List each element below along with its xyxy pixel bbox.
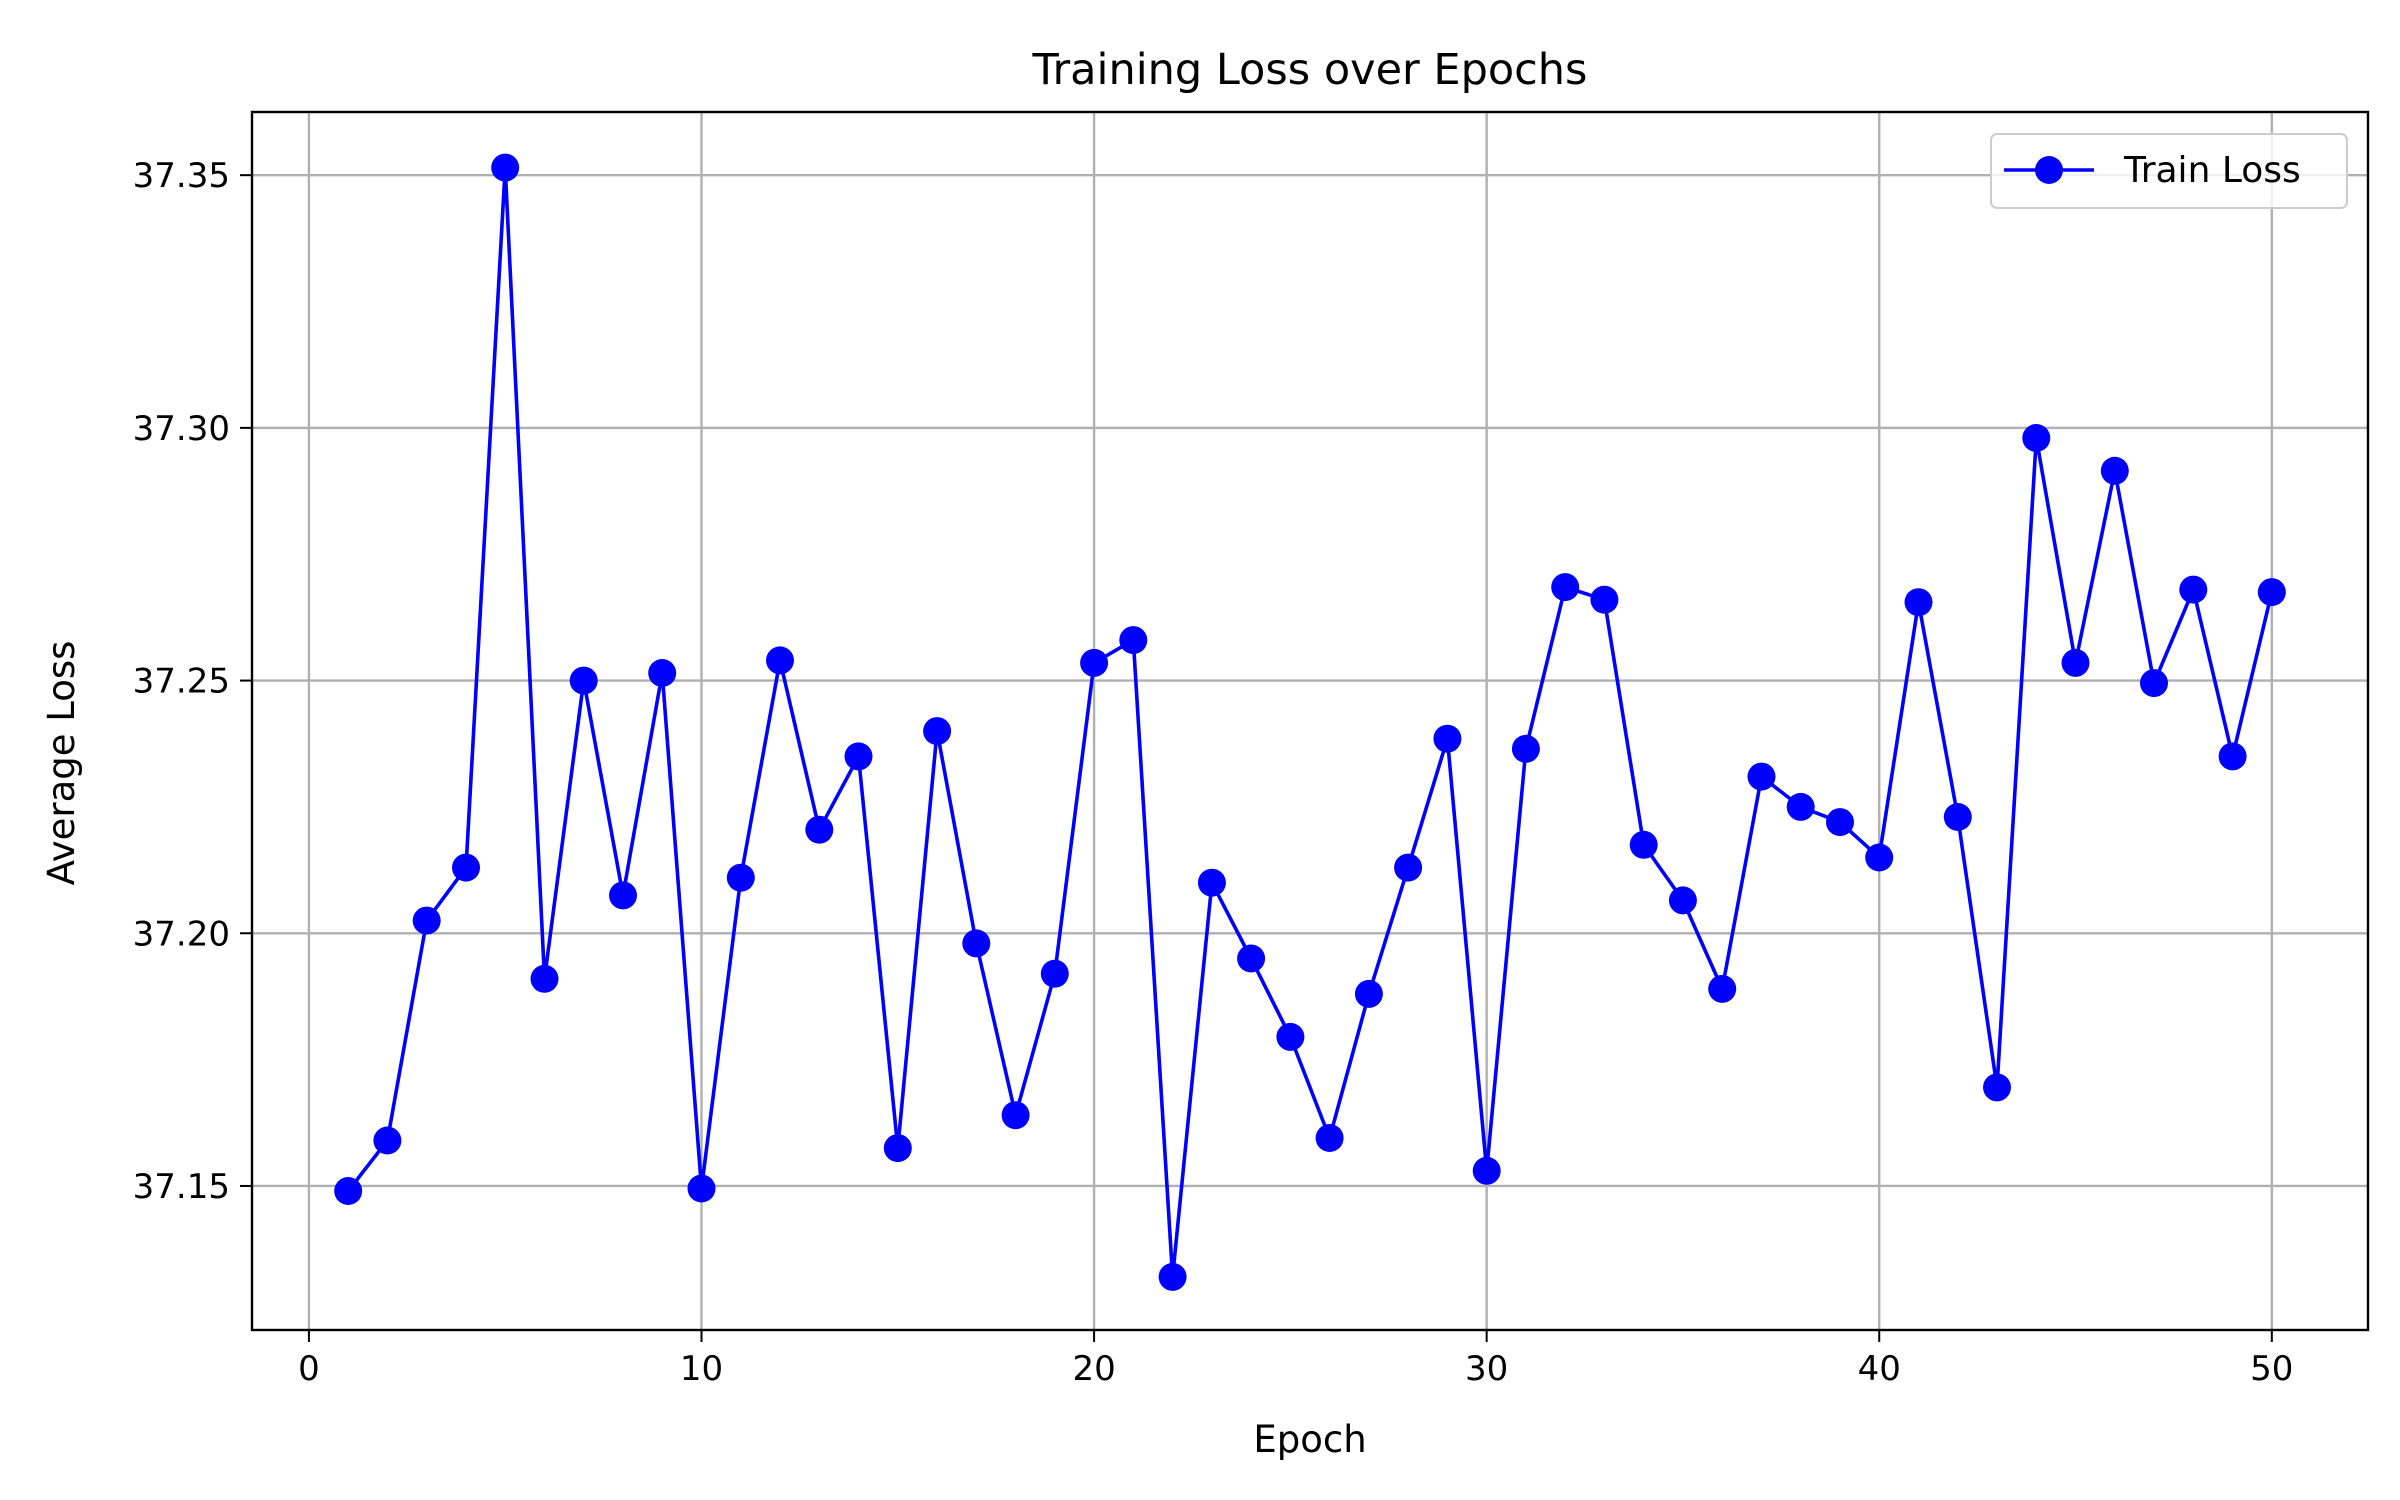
data-point-epoch-50 <box>2257 578 2286 607</box>
data-point-epoch-18 <box>1001 1101 1030 1130</box>
data-point-epoch-42 <box>1943 803 1972 831</box>
data-point-epoch-38 <box>1786 792 1815 821</box>
data-point-epoch-43 <box>1983 1073 2011 1102</box>
data-point-epoch-1 <box>334 1177 363 1205</box>
data-point-epoch-7 <box>569 666 598 695</box>
data-point-epoch-49 <box>2218 742 2247 771</box>
data-point-epoch-41 <box>1904 588 1933 617</box>
y-tick-label: 37.35 <box>133 156 230 196</box>
data-point-epoch-35 <box>1668 886 1697 915</box>
data-point-epoch-6 <box>530 964 559 993</box>
x-tick-label: 50 <box>2250 1349 2293 1389</box>
x-tick-label: 10 <box>680 1349 723 1389</box>
data-point-epoch-21 <box>1119 626 1148 655</box>
data-point-epoch-47 <box>2140 669 2168 698</box>
data-point-epoch-45 <box>2061 648 2090 677</box>
x-tick-label: 0 <box>298 1349 320 1389</box>
data-point-epoch-23 <box>1197 868 1226 897</box>
data-point-epoch-12 <box>766 646 794 675</box>
data-point-epoch-24 <box>1237 944 1266 973</box>
data-point-epoch-39 <box>1826 808 1854 837</box>
data-point-epoch-3 <box>412 906 441 935</box>
grid <box>252 112 2368 1330</box>
y-tick-label: 37.25 <box>133 662 230 702</box>
data-point-epoch-17 <box>962 929 991 958</box>
data-point-epoch-30 <box>1472 1156 1501 1185</box>
data-point-epoch-22 <box>1158 1262 1187 1291</box>
series-layer <box>334 153 2286 1291</box>
series-line-train-loss <box>346 165 2274 1279</box>
data-point-epoch-2 <box>373 1126 402 1155</box>
data-point-epoch-14 <box>844 742 873 771</box>
data-point-epoch-37 <box>1747 762 1776 791</box>
ticks: 0 10 20 30 40 50 37.15 37.20 37.25 37.30 37.35 <box>133 156 2294 1389</box>
legend-box <box>1990 133 2348 209</box>
data-point-epoch-19 <box>1040 959 1069 988</box>
data-point-epoch-48 <box>2179 575 2208 604</box>
data-point-epoch-16 <box>923 717 952 746</box>
legend-entry-train-loss: Train Loss <box>2123 150 2301 191</box>
y-tick-label: 37.20 <box>133 914 230 954</box>
legend: Train Loss <box>1990 133 2348 209</box>
y-tick-label: 37.30 <box>133 409 230 449</box>
data-point-epoch-15 <box>883 1134 912 1163</box>
data-point-epoch-11 <box>726 863 755 892</box>
x-tick-label: 40 <box>1858 1349 1901 1389</box>
x-axis-label: Epoch <box>1253 1418 1366 1461</box>
data-point-epoch-46 <box>2100 456 2129 485</box>
data-point-epoch-40 <box>1865 843 1894 872</box>
data-point-epoch-9 <box>648 659 677 687</box>
data-point-epoch-28 <box>1394 853 1423 882</box>
y-tick-label: 37.15 <box>133 1167 230 1207</box>
data-point-epoch-31 <box>1511 734 1540 763</box>
x-tick-label: 20 <box>1072 1349 1115 1389</box>
data-point-epoch-8 <box>609 881 637 910</box>
x-tick-label: 30 <box>1465 1349 1508 1389</box>
data-point-epoch-20 <box>1080 648 1109 677</box>
data-point-epoch-4 <box>452 853 480 882</box>
data-point-epoch-36 <box>1708 974 1737 1003</box>
data-point-epoch-5 <box>491 153 520 182</box>
data-point-epoch-26 <box>1315 1124 1344 1152</box>
legend-marker-swatch <box>2035 156 2063 184</box>
data-point-epoch-27 <box>1354 979 1383 1008</box>
data-point-epoch-25 <box>1276 1022 1305 1051</box>
data-point-epoch-33 <box>1590 585 1619 614</box>
data-point-epoch-44 <box>2022 424 2051 452</box>
data-point-epoch-32 <box>1551 573 1580 602</box>
y-axis-label: Average Loss <box>40 641 83 886</box>
data-point-epoch-34 <box>1629 830 1658 859</box>
plot-frame <box>250 110 2370 1332</box>
data-point-epoch-10 <box>687 1174 716 1203</box>
chart-title: Training Loss over Epochs <box>1032 45 1588 95</box>
data-point-epoch-13 <box>805 815 834 844</box>
data-point-epoch-29 <box>1433 724 1462 753</box>
